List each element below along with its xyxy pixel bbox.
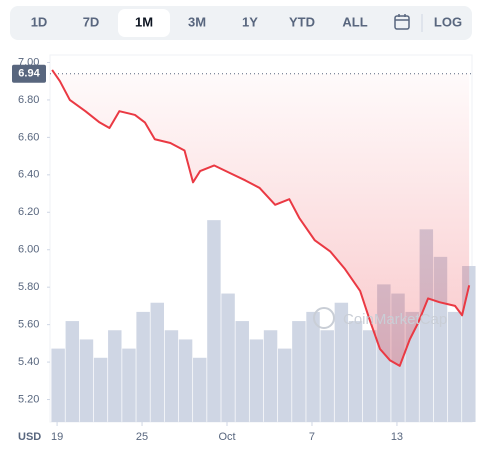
volume-bar [263, 330, 278, 422]
volume-bar [221, 293, 235, 422]
volume-bar [334, 302, 349, 422]
y-tick-label: 5.20 [18, 393, 39, 405]
watermark: CoinMarketCap [343, 311, 447, 328]
x-tick-label: 19 [51, 431, 63, 443]
volume-bar [65, 321, 80, 422]
volume-bar [79, 339, 94, 422]
x-tick-label: 25 [136, 431, 148, 443]
tab[interactable]: LOG [434, 14, 462, 29]
volume-bar [178, 339, 193, 422]
volume-bar [235, 321, 249, 422]
volume-bar [93, 357, 108, 422]
y-tick-label: 5.80 [18, 281, 39, 293]
volume-bar [447, 311, 462, 422]
y-tick-label: 6.80 [18, 94, 39, 106]
tab[interactable]: 1M [135, 14, 153, 29]
y-tick-label: 6.60 [18, 131, 39, 143]
tab[interactable]: 1Y [242, 14, 258, 29]
volume-bar [193, 357, 207, 422]
volume-bar [292, 321, 306, 422]
price-line [51, 69, 471, 367]
volume-bar [122, 348, 136, 422]
tabs: 1D 7D 1M 3M 1Y YTD ALL LOG [31, 9, 462, 37]
tab[interactable]: ALL [342, 14, 367, 29]
y-tick-label: 5.60 [18, 319, 39, 331]
volume-bar [249, 339, 264, 422]
x-tick-label: Oct [218, 431, 235, 443]
volume-bar [207, 220, 221, 422]
volume-bar [306, 311, 320, 422]
tab[interactable]: YTD [289, 14, 315, 29]
volume-bar [320, 330, 334, 422]
volume-bar [51, 348, 65, 422]
price-area [52, 69, 470, 366]
volume-bar [348, 321, 363, 422]
x-tick-label: 7 [309, 431, 315, 443]
plot: 5.20 5.40 5.60 5.80 6.00 6.20 6.40 6.60 6.80 7.00… [12, 56, 476, 443]
volume-bar [164, 330, 179, 422]
volume-bar [362, 330, 377, 422]
price-badge [12, 64, 46, 83]
y-tick-label: 6.40 [18, 169, 39, 181]
y-tick-label: 6.00 [18, 244, 39, 256]
volume-bar [277, 348, 292, 422]
y-tick-label: 5.40 [18, 356, 39, 368]
tab-bar [10, 6, 472, 40]
tab[interactable]: 3M [188, 14, 206, 29]
y-tick-label: 6.20 [18, 206, 39, 218]
volume-bar [136, 311, 150, 422]
volume-bar [150, 302, 164, 422]
calendar-icon[interactable] [394, 14, 410, 30]
active-tab [118, 9, 170, 37]
volume-bar [108, 330, 122, 422]
tab[interactable]: 7D [83, 14, 100, 29]
price-badge-label: 6.94 [18, 68, 40, 80]
y-tick-label: 7.00 [18, 56, 39, 68]
tab[interactable]: 1D [31, 14, 48, 29]
watermark-logo [313, 307, 335, 329]
x-tick-label: 13 [391, 431, 403, 443]
unit-label: USD [18, 431, 41, 443]
